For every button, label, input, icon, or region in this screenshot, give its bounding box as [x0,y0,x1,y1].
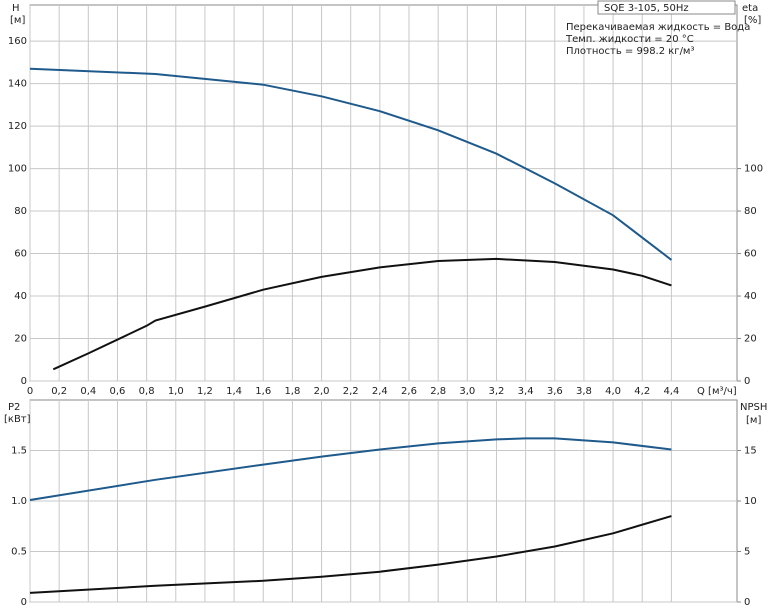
y2-tick-label: 5 [744,547,750,558]
y-axis-label: P2 [8,402,20,413]
y-tick-label: 100 [8,164,27,175]
plot-area [29,4,738,382]
y2-axis-label: NPSH [740,402,767,413]
y-tick-label: 0 [21,376,27,387]
x-tick-label: 2,6 [401,386,417,397]
y-tick-label: 0.5 [11,547,27,558]
y-tick-label: 120 [8,121,27,132]
x-tick-label: 4,4 [663,386,679,397]
y2-axis-label: eta [742,3,758,14]
y-tick-label: 80 [14,206,27,217]
x-tick-label: 3,6 [547,386,563,397]
x-tick-label: 1,0 [168,386,184,397]
y-tick-label: 60 [14,249,27,260]
x-tick-label: 4,2 [634,386,650,397]
series-line [29,515,672,594]
x-tick-label: 2,0 [314,386,330,397]
x-tick-label: 1,4 [226,386,242,397]
y2-tick-label: 20 [744,334,757,345]
y-tick-label: 1.5 [11,446,27,457]
x-tick-label: 0,8 [139,386,155,397]
y2-tick-label: 100 [744,164,763,175]
x-tick-label: 2,8 [430,386,446,397]
x-axis-label: Q [м³/ч] [697,386,737,397]
x-tick-label: 2,4 [372,386,388,397]
x-tick-label: 3,2 [489,386,505,397]
y-tick-label: 40 [14,291,27,302]
y-axis-label: [м] [10,15,25,26]
y-tick-label: 160 [8,36,27,47]
series-line [29,67,673,261]
y-axis-label: H [12,3,20,14]
y2-axis-label: [м] [746,415,761,426]
y2-tick-label: 0 [744,376,750,387]
x-tick-label: 1,6 [255,386,271,397]
x-tick-label: 0,2 [51,386,67,397]
y2-tick-label: 40 [744,291,757,302]
title-box [597,0,736,15]
y-tick-label: 20 [14,334,27,345]
x-tick-label: 0,6 [110,386,126,397]
plots: 0 0,2 0,4 0,6 0,8 1,0 1,2 1,4 1,6 1,8 2,0 2,2 2,4 2,6… [8,4,763,608]
y2-tick-label: 15 [744,446,757,457]
x-tick-label: 0,4 [80,386,96,397]
y-tick-label: 140 [8,79,27,90]
x-tick-label: 4,0 [605,386,621,397]
series-line [52,257,672,371]
y-tick-label: 1.0 [11,496,27,507]
x-tick-label: 3,4 [518,386,534,397]
x-tick-label: 1,2 [197,386,213,397]
chart-title: SQE 3-105, 50Hz [604,3,689,14]
series-line [29,437,672,501]
x-tick-label: 0 [27,386,33,397]
y2-tick-label: 60 [744,249,757,260]
y-axis-label: [кВт] [4,414,31,425]
x-tick-label: 3,0 [459,386,475,397]
y2-axis-label: [%] [744,15,761,26]
y2-tick-label: 80 [744,206,757,217]
y2-tick-label: 10 [744,496,757,507]
annotation: Перекачиваемая жидкость = Вода [566,22,750,33]
y-tick-label: 0 [21,597,27,608]
x-tick-label: 1,8 [284,386,300,397]
x-tick-label: 2,2 [343,386,359,397]
x-tick-label: 3,8 [576,386,592,397]
annotation: Темп. жидкости = 20 °C [565,34,694,45]
y2-tick-label: 0 [744,597,750,608]
annotation: Плотность = 998.2 кг/м³ [566,46,695,57]
